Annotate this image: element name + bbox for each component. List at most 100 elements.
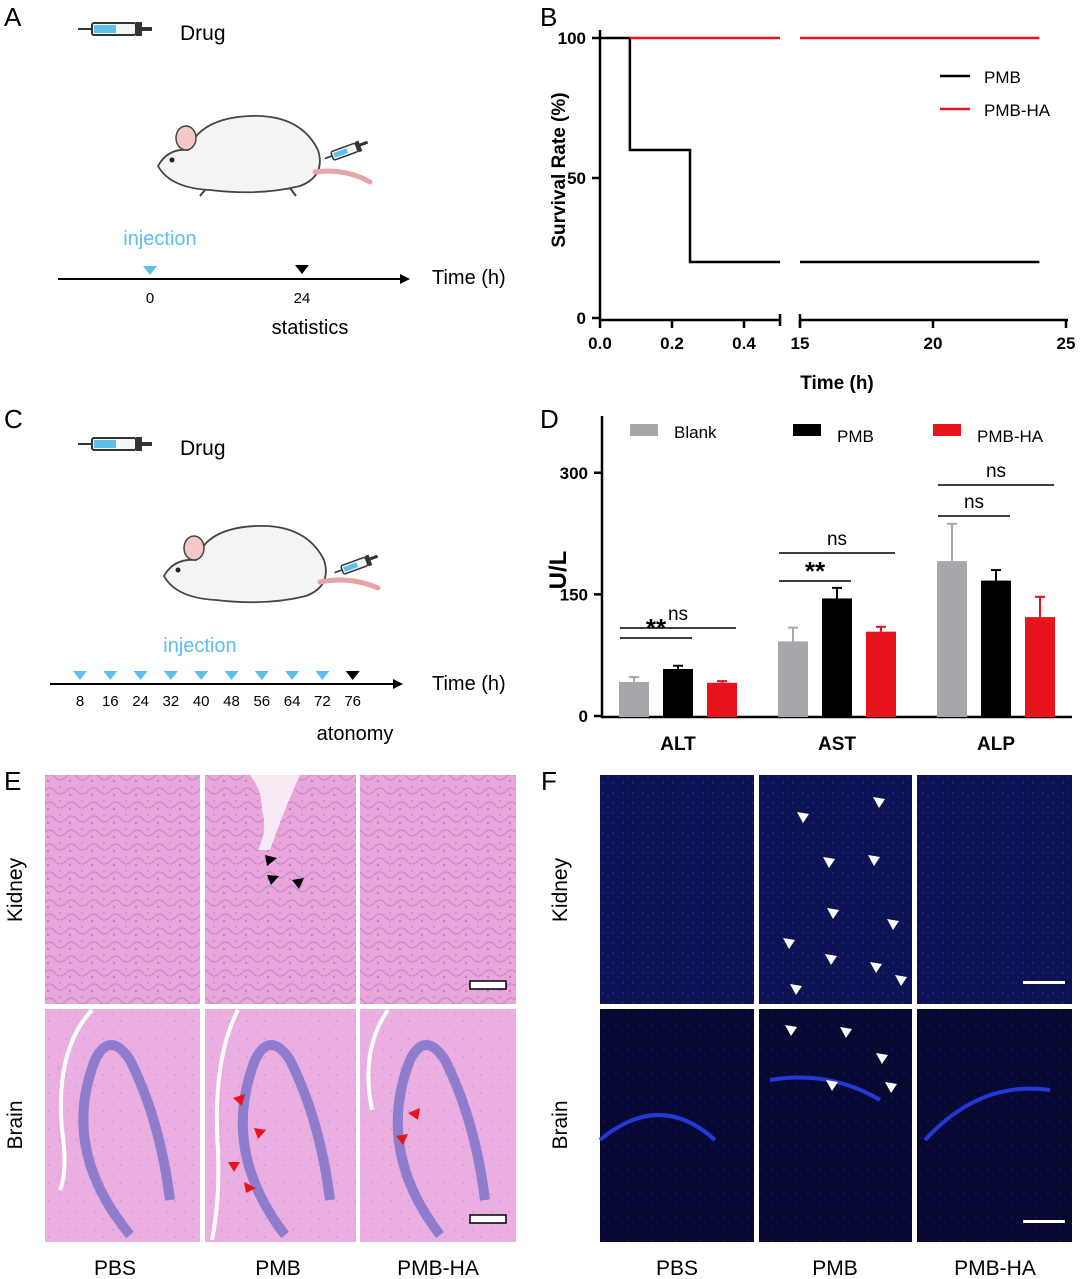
arrowhead-icon: [885, 1082, 897, 1093]
panel-label-f: F: [541, 766, 557, 796]
mouse-icon: [156, 115, 373, 197]
arrowhead-icon: [265, 855, 277, 866]
arrowhead-icon: [292, 878, 304, 889]
panel-label-d: D: [540, 404, 559, 434]
column-label: PMB: [255, 1257, 301, 1279]
scale-bar: [469, 980, 507, 990]
injection-marker-icon: [103, 671, 118, 680]
column-label: PMB-HA: [954, 1257, 1036, 1279]
drug-label: Drug: [180, 437, 226, 460]
x-category-label: AST: [818, 734, 856, 755]
syringe-icon: [78, 22, 152, 36]
panel-label-a: A: [4, 2, 22, 32]
atonomy-label: atonomy: [317, 723, 394, 745]
legend-swatch: [793, 424, 821, 436]
statistics-marker-icon: [295, 265, 309, 274]
legend-swatch: [630, 424, 658, 436]
mouse-icon: [162, 525, 381, 604]
injection-marker-icon: [315, 671, 330, 680]
y-tick-label: 0: [579, 707, 588, 726]
significance-label: ns: [668, 604, 688, 625]
arrowhead-icon: [840, 1027, 852, 1038]
legend-label: PMB: [984, 68, 1021, 87]
scale-bar: [1023, 981, 1065, 984]
column-label: PMB: [812, 1257, 858, 1279]
vessel-lumen: [250, 775, 300, 850]
panel-label-e: E: [4, 766, 21, 796]
arrowhead-icon: [396, 1134, 408, 1145]
legend-label: Blank: [674, 423, 717, 442]
tail-syringe-icon: [334, 554, 379, 575]
row-label: Brain: [549, 1100, 572, 1149]
x-tick-label: 0.2: [660, 334, 684, 353]
panel-e-he-stain: E Kidn: [4, 766, 516, 1279]
injection-schedule: 8 16 24 32 40 48 56 64 72 76: [73, 671, 361, 710]
tail-syringe-icon: [324, 140, 369, 161]
arrowhead-icon: [895, 975, 907, 986]
column-label: PBS: [94, 1257, 136, 1279]
fluor-image-brain-pbs: [600, 1009, 754, 1242]
injection-label: injection: [163, 635, 236, 657]
significance-label: **: [805, 556, 826, 586]
arrowhead-icon: [876, 1053, 888, 1064]
legend-label: PMB-HA: [977, 427, 1044, 446]
bar-pmb-ha: [1025, 617, 1055, 717]
row-label: Kidney: [549, 857, 572, 922]
axis-arrow-icon: [393, 679, 403, 689]
x-tick-label: 15: [791, 334, 810, 353]
arrowhead-icon: [233, 1094, 245, 1106]
autopsy-marker-icon: [345, 671, 360, 680]
brain-lesion-markers: [228, 1094, 420, 1193]
arrowhead-icon: [868, 855, 880, 866]
bar-blank: [937, 561, 967, 717]
tick-label: 32: [163, 693, 180, 710]
drug-label: Drug: [180, 22, 226, 45]
significance-label: ns: [964, 492, 984, 513]
arrowhead-icon: [827, 908, 839, 919]
tick-label: 0: [146, 290, 154, 307]
fluor-image-brain-pmb: [759, 1009, 912, 1242]
y-tick-label: 0: [577, 309, 586, 328]
y-axis-title: Survival Rate (%): [549, 92, 570, 247]
tick-label: 24: [132, 693, 149, 710]
he-image-brain-pmb-ha: [360, 1009, 516, 1242]
injection-marker-icon: [194, 671, 209, 680]
arrowhead-icon: [228, 1162, 240, 1172]
tick-label: 8: [76, 693, 84, 710]
arrowhead-icon: [887, 919, 899, 930]
arrowhead-icon: [408, 1108, 420, 1120]
y-tick-label: 50: [567, 169, 586, 188]
significance-label: ns: [986, 461, 1006, 482]
tick-label: 64: [284, 693, 301, 710]
injection-marker-icon: [143, 266, 157, 275]
legend-swatch: [933, 424, 961, 436]
brain-section-edge: [58, 1008, 390, 1241]
panel-label-c: C: [4, 404, 23, 434]
x-category-label: ALP: [977, 734, 1015, 755]
he-image-brain-pbs: [45, 1009, 200, 1242]
fluor-image-kidney-pmb-ha: [917, 775, 1072, 1004]
row-label: Brain: [4, 1100, 27, 1149]
tick-label: 76: [344, 693, 361, 710]
injection-marker-icon: [133, 671, 148, 680]
arrowhead-icon: [825, 954, 837, 965]
arrowhead-icon: [783, 938, 795, 949]
fluor-image-brain-pmb-ha: [917, 1009, 1072, 1242]
arrowhead-icon: [797, 812, 809, 823]
x-category-label: ALT: [660, 734, 696, 755]
legend-label: PMB-HA: [984, 101, 1051, 120]
injection-marker-icon: [224, 671, 239, 680]
panel-a: A Drug injection 0 24 Tim: [4, 2, 506, 339]
injection-marker-icon: [254, 671, 269, 680]
injection-marker-icon: [73, 671, 87, 680]
column-label: PMB-HA: [397, 1257, 479, 1279]
bar-pmb-ha: [707, 682, 737, 717]
axis-label: Time (h): [432, 673, 506, 695]
x-tick-label: 0.0: [588, 334, 612, 353]
lesion-markers: [265, 855, 304, 889]
injection-marker-icon: [285, 671, 300, 680]
hippocampus-fluor-structure: [598, 1075, 1051, 1142]
y-axis-title: U/L: [545, 551, 572, 590]
bar-blank: [778, 641, 808, 717]
